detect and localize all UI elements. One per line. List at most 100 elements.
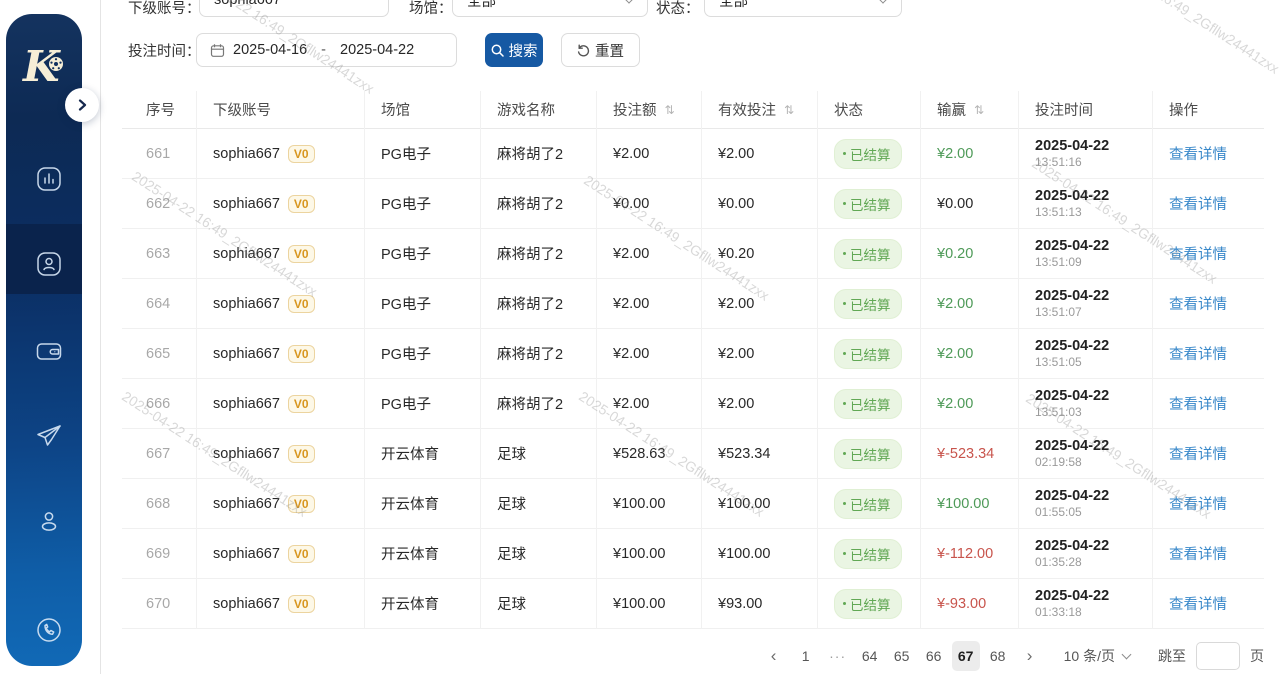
view-details-link[interactable]: 查看详情 xyxy=(1169,547,1227,563)
cell-venue: PG电子 xyxy=(365,228,481,279)
view-details-link[interactable]: 查看详情 xyxy=(1169,297,1227,313)
page-size-select[interactable]: 10 条/页 xyxy=(1064,646,1132,666)
cell-index: 669 xyxy=(122,528,197,579)
page-number[interactable]: 64 xyxy=(861,648,878,664)
cell-venue: PG电子 xyxy=(365,328,481,379)
status-badge: 已结算 xyxy=(834,238,902,269)
cell-game: 麻将胡了2 xyxy=(481,278,597,329)
send-icon xyxy=(37,425,61,446)
cell-bet-time: 2025-04-22 13:51:07 xyxy=(1019,278,1153,329)
level-badge: V0 xyxy=(287,444,315,463)
page-number[interactable]: 67 xyxy=(951,641,980,671)
sidebar-item-dashboard[interactable] xyxy=(34,164,66,196)
account-filter-label: 下级账号： xyxy=(128,1,201,17)
table-row: 661 sophia667 V0 PG电子 麻将胡了2 ¥2.00 ¥2.00 … xyxy=(122,128,1264,179)
cell-venue: 开云体育 xyxy=(365,528,481,579)
cell-game: 麻将胡了2 xyxy=(481,378,597,429)
cell-bet-amount: ¥2.00 xyxy=(597,328,702,379)
sort-icon[interactable]: ⇅ xyxy=(784,102,795,117)
column-header: 投注时间 xyxy=(1019,90,1153,129)
cell-account: sophia667 V0 xyxy=(197,528,365,579)
cell-venue: PG电子 xyxy=(365,278,481,329)
sidebar-item-wallet[interactable] xyxy=(34,336,66,368)
jump-page-input[interactable] xyxy=(1196,642,1240,670)
column-header[interactable]: 有效投注 ⇅ xyxy=(702,90,818,129)
view-details-link[interactable]: 查看详情 xyxy=(1169,247,1227,263)
sidebar-item-support[interactable] xyxy=(34,615,66,647)
sidebar-item-members[interactable] xyxy=(34,249,66,281)
page-number[interactable]: 66 xyxy=(925,648,942,664)
status-badge: 已结算 xyxy=(834,538,902,569)
view-details-link[interactable]: 查看详情 xyxy=(1169,147,1227,163)
view-details-link[interactable]: 查看详情 xyxy=(1169,347,1227,363)
cell-status: 已结算 xyxy=(818,378,921,429)
cell-bet-time: 2025-04-22 01:55:05 xyxy=(1019,478,1153,529)
level-badge: V0 xyxy=(287,594,315,613)
cell-account: sophia667 V0 xyxy=(197,178,365,229)
time-filter-label: 投注时间： xyxy=(128,44,201,60)
date-end: 2025-04-22 xyxy=(340,42,415,58)
cell-game: 麻将胡了2 xyxy=(481,178,597,229)
sort-icon[interactable]: ⇅ xyxy=(664,102,675,117)
view-details-link[interactable]: 查看详情 xyxy=(1169,497,1227,513)
jump-to-page: 跳至 页 xyxy=(1158,642,1264,670)
cell-bet-time: 2025-04-22 02:19:58 xyxy=(1019,428,1153,479)
page-number[interactable]: 68 xyxy=(989,648,1006,664)
view-details-link[interactable]: 查看详情 xyxy=(1169,447,1227,463)
table-header: 序号 下级账号 场馆 游戏名称 投注额 ⇅ 有效投注 ⇅ 状态 输赢 ⇅ 投注时间 操作 xyxy=(122,90,1264,129)
next-page-button[interactable]: › xyxy=(1026,646,1033,665)
view-details-link[interactable]: 查看详情 xyxy=(1169,397,1227,413)
column-header: 操作 xyxy=(1169,103,1198,119)
cell-status: 已结算 xyxy=(818,178,921,229)
cell-index: 662 xyxy=(122,178,197,229)
view-details-link[interactable]: 查看详情 xyxy=(1169,197,1227,213)
cell-venue: PG电子 xyxy=(365,178,481,229)
cell-bet-time: 2025-04-22 13:51:03 xyxy=(1019,378,1153,429)
search-button[interactable]: 搜索 xyxy=(485,33,543,67)
view-details-link[interactable]: 查看详情 xyxy=(1169,597,1227,613)
cell-venue: 开云体育 xyxy=(365,428,481,479)
cell-winloss: ¥-112.00 xyxy=(921,528,1019,579)
level-badge: V0 xyxy=(287,244,315,263)
cell-action: 查看详情 xyxy=(1153,129,1264,179)
sidebar-item-profile[interactable] xyxy=(34,507,66,539)
cell-account: sophia667 V0 xyxy=(197,428,365,479)
column-header[interactable]: 输赢 ⇅ xyxy=(921,90,1019,129)
venue-select[interactable]: 全部 xyxy=(452,0,648,17)
cell-venue: 开云体育 xyxy=(365,578,481,629)
cell-valid-bet: ¥2.00 xyxy=(702,278,818,329)
page-number[interactable]: 65 xyxy=(893,648,910,664)
cell-account: sophia667 V0 xyxy=(197,228,365,279)
cell-index: 670 xyxy=(122,578,197,629)
table-row: 666 sophia667 V0 PG电子 麻将胡了2 ¥2.00 ¥2.00 … xyxy=(122,378,1264,429)
account-input[interactable]: sophia667 xyxy=(199,0,389,17)
table-row: 665 sophia667 V0 PG电子 麻将胡了2 ¥2.00 ¥2.00 … xyxy=(122,328,1264,379)
cell-valid-bet: ¥523.34 xyxy=(702,428,818,479)
status-select[interactable]: 全部 xyxy=(704,0,902,17)
page-number[interactable]: 1 xyxy=(801,648,810,664)
prev-page-button[interactable]: ‹ xyxy=(770,646,777,665)
sort-icon[interactable]: ⇅ xyxy=(974,102,985,117)
jump-label: 跳至 xyxy=(1158,648,1186,664)
sidebar-collapse-button[interactable] xyxy=(65,88,99,122)
cell-game: 麻将胡了2 xyxy=(481,128,597,179)
cell-valid-bet: ¥2.00 xyxy=(702,128,818,179)
cell-account: sophia667 V0 xyxy=(197,128,365,179)
cell-bet-amount: ¥528.63 xyxy=(597,428,702,479)
sidebar: K xyxy=(6,14,82,666)
cell-valid-bet: ¥100.00 xyxy=(702,478,818,529)
cell-winloss: ¥2.00 xyxy=(921,378,1019,429)
date-separator: - xyxy=(321,42,327,58)
table-row: 664 sophia667 V0 PG电子 麻将胡了2 ¥2.00 ¥2.00 … xyxy=(122,278,1264,329)
cell-action: 查看详情 xyxy=(1153,579,1264,629)
date-range-input[interactable]: 2025-04-16 - 2025-04-22 xyxy=(196,33,457,67)
cell-game: 麻将胡了2 xyxy=(481,328,597,379)
cell-status: 已结算 xyxy=(818,528,921,579)
column-header[interactable]: 投注额 ⇅ xyxy=(597,90,702,129)
cell-index: 665 xyxy=(122,328,197,379)
reset-button[interactable]: 重置 xyxy=(561,33,640,67)
column-header: 序号 xyxy=(122,90,197,129)
sidebar-item-promotion[interactable] xyxy=(34,421,66,453)
column-header: 场馆 xyxy=(365,90,481,129)
table-row: 668 sophia667 V0 开云体育 足球 ¥100.00 ¥100.00… xyxy=(122,478,1264,529)
